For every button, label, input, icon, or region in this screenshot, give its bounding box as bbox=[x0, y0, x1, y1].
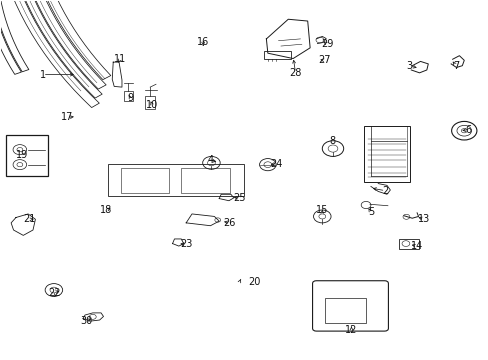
Text: 12: 12 bbox=[345, 325, 357, 335]
Text: 26: 26 bbox=[224, 218, 236, 228]
Text: 23: 23 bbox=[180, 239, 192, 249]
FancyBboxPatch shape bbox=[120, 168, 169, 193]
Text: 24: 24 bbox=[269, 159, 282, 169]
FancyBboxPatch shape bbox=[363, 126, 409, 182]
Text: 15: 15 bbox=[315, 205, 328, 215]
FancyBboxPatch shape bbox=[181, 168, 229, 193]
Text: 29: 29 bbox=[320, 39, 333, 49]
FancyBboxPatch shape bbox=[6, 135, 47, 176]
Text: 16: 16 bbox=[197, 37, 209, 48]
FancyBboxPatch shape bbox=[264, 51, 290, 59]
Text: 19: 19 bbox=[16, 150, 28, 160]
Text: 21: 21 bbox=[23, 214, 36, 224]
Text: 17: 17 bbox=[61, 112, 73, 122]
Text: 10: 10 bbox=[146, 100, 158, 110]
Text: 30: 30 bbox=[80, 316, 92, 326]
FancyBboxPatch shape bbox=[123, 91, 132, 102]
Text: 2: 2 bbox=[382, 186, 388, 196]
Text: 25: 25 bbox=[233, 193, 245, 203]
Text: 27: 27 bbox=[318, 55, 330, 65]
Text: 4: 4 bbox=[207, 156, 213, 165]
Text: 13: 13 bbox=[417, 214, 429, 224]
Text: 1: 1 bbox=[40, 69, 46, 80]
Text: 14: 14 bbox=[410, 241, 423, 251]
FancyBboxPatch shape bbox=[324, 298, 366, 323]
FancyBboxPatch shape bbox=[145, 96, 155, 109]
Text: 18: 18 bbox=[100, 205, 112, 215]
Text: 6: 6 bbox=[464, 125, 470, 135]
Text: 3: 3 bbox=[406, 61, 412, 71]
FancyBboxPatch shape bbox=[108, 164, 244, 196]
Text: 28: 28 bbox=[289, 68, 301, 78]
FancyBboxPatch shape bbox=[312, 281, 387, 331]
Text: 7: 7 bbox=[452, 61, 458, 71]
Text: 9: 9 bbox=[127, 93, 133, 103]
FancyBboxPatch shape bbox=[398, 239, 418, 249]
Text: 11: 11 bbox=[114, 54, 126, 64]
Text: 22: 22 bbox=[48, 288, 61, 297]
Text: 20: 20 bbox=[247, 277, 260, 287]
Text: 5: 5 bbox=[367, 207, 373, 217]
Text: 8: 8 bbox=[328, 136, 334, 146]
